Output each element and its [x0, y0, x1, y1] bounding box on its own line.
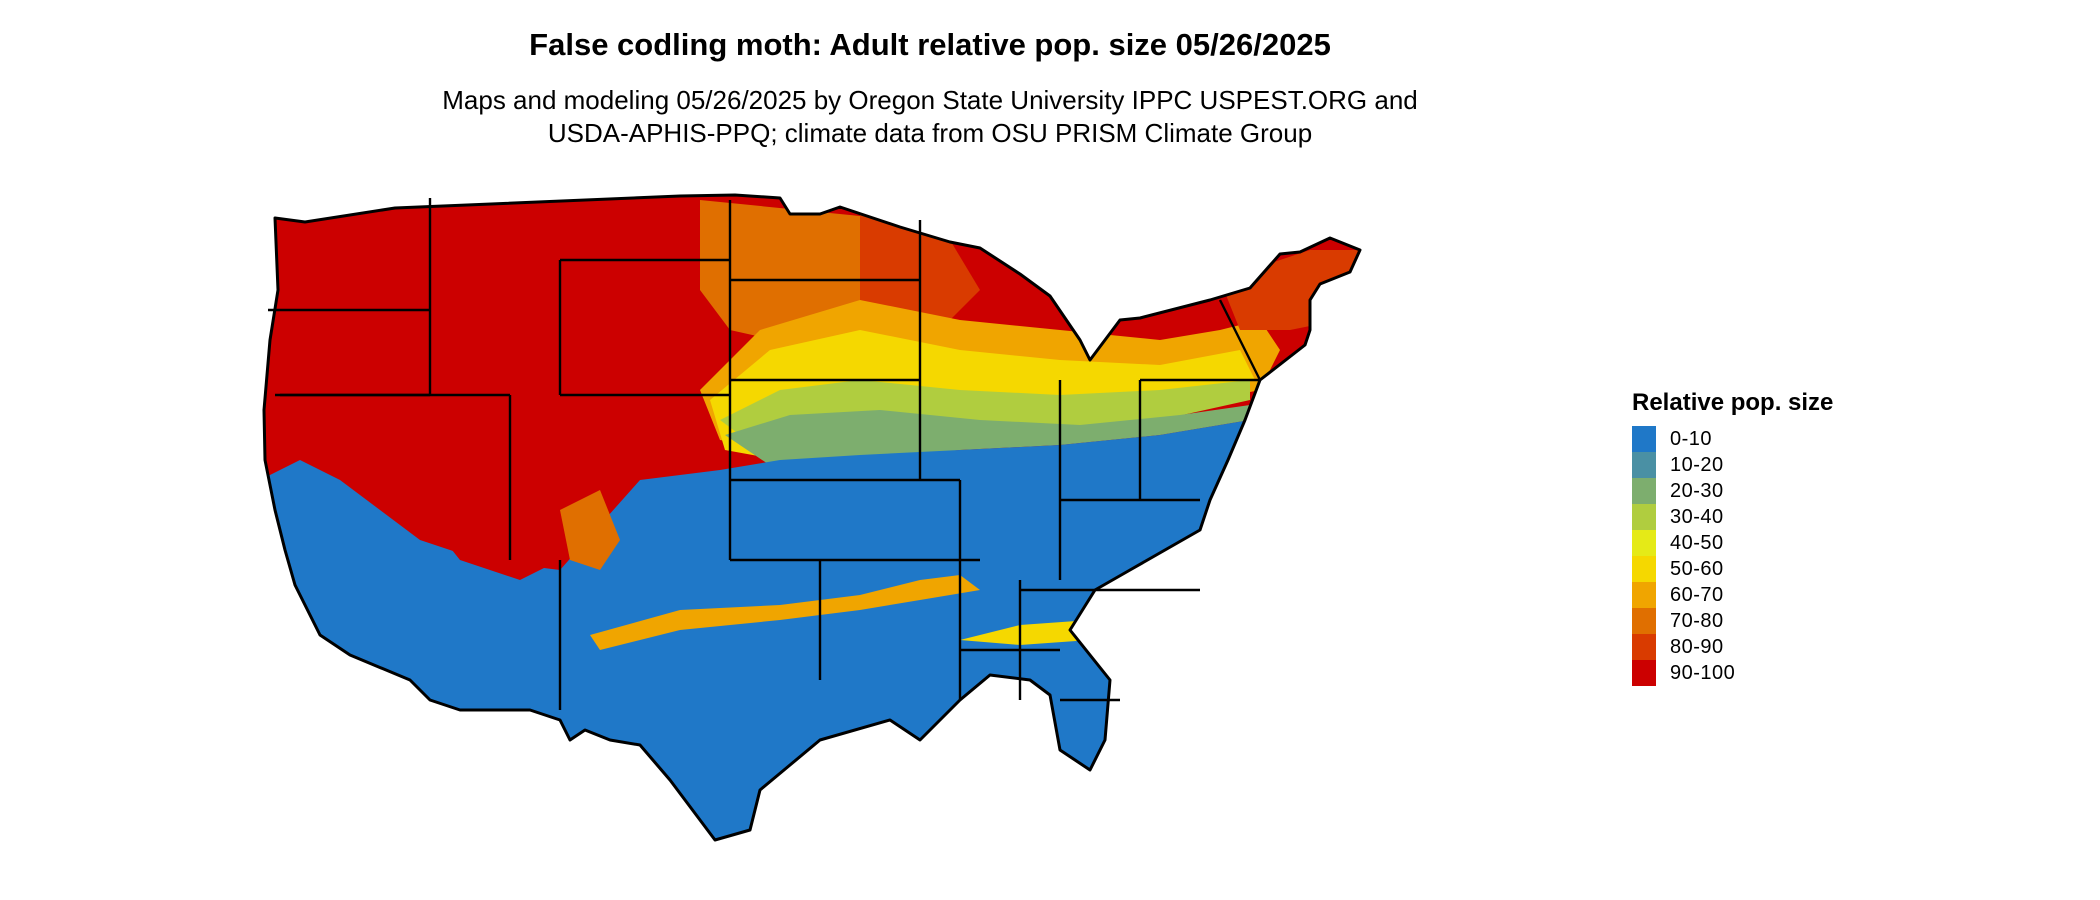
boundary-new-england — [1218, 299, 1262, 381]
legend-swatch — [1632, 452, 1656, 478]
legend-swatch — [1632, 608, 1656, 634]
legend-item: 10-20 — [1632, 452, 1833, 478]
legend-item: 20-30 — [1632, 478, 1833, 504]
legend-swatch — [1632, 556, 1656, 582]
zone-southwest-highlands-edge — [560, 490, 620, 570]
legend-item: 0-10 — [1632, 426, 1833, 452]
legend-item: 90-100 — [1632, 660, 1833, 686]
legend-label: 30-40 — [1670, 505, 1724, 528]
legend-swatch — [1632, 660, 1656, 686]
map-subtitle-line-1: Maps and modeling 05/26/2025 by Oregon S… — [442, 85, 1418, 115]
us-map — [262, 193, 1362, 842]
legend-item: 40-50 — [1632, 530, 1833, 556]
state-boundaries — [268, 198, 1262, 710]
zone-southwest-highlands — [420, 480, 560, 580]
legend-item: 60-70 — [1632, 582, 1833, 608]
legend-swatch — [1632, 478, 1656, 504]
legend-label: 20-30 — [1670, 479, 1724, 502]
legend-label: 90-100 — [1670, 661, 1736, 684]
legend-item: 80-90 — [1632, 634, 1833, 660]
legend-label: 70-80 — [1670, 609, 1724, 632]
legend-item: 50-60 — [1632, 556, 1833, 582]
map-title: False codling moth: Adult relative pop. … — [529, 27, 1331, 62]
legend-label: 60-70 — [1670, 583, 1724, 606]
population-raster — [264, 195, 1360, 840]
legend-label: 80-90 — [1670, 635, 1724, 658]
legend-items: 0-10 10-20 20-30 30-40 40-50 50-60 60-70 70-80 8… — [1632, 426, 1833, 686]
legend-swatch — [1632, 634, 1656, 660]
legend-swatch — [1632, 582, 1656, 608]
legend-swatch — [1632, 426, 1656, 452]
legend-item: 70-80 — [1632, 608, 1833, 634]
legend-label: 50-60 — [1670, 557, 1724, 580]
legend-swatch — [1632, 530, 1656, 556]
legend-label: 10-20 — [1670, 453, 1724, 476]
us-outline — [262, 193, 1362, 842]
legend-item: 30-40 — [1632, 504, 1833, 530]
zone-southern-streak-1 — [590, 575, 980, 650]
legend-label: 40-50 — [1670, 531, 1724, 554]
legend-title: Relative pop. size — [1632, 389, 1834, 416]
legend-swatch — [1632, 504, 1656, 530]
map-subtitle-line-2: USDA-APHIS-PPQ; climate data from OSU PR… — [547, 118, 1313, 148]
legend: Relative pop. size 0-10 10-20 20-30 30-40 40… — [1632, 388, 1833, 686]
legend-label: 0-10 — [1670, 427, 1713, 450]
